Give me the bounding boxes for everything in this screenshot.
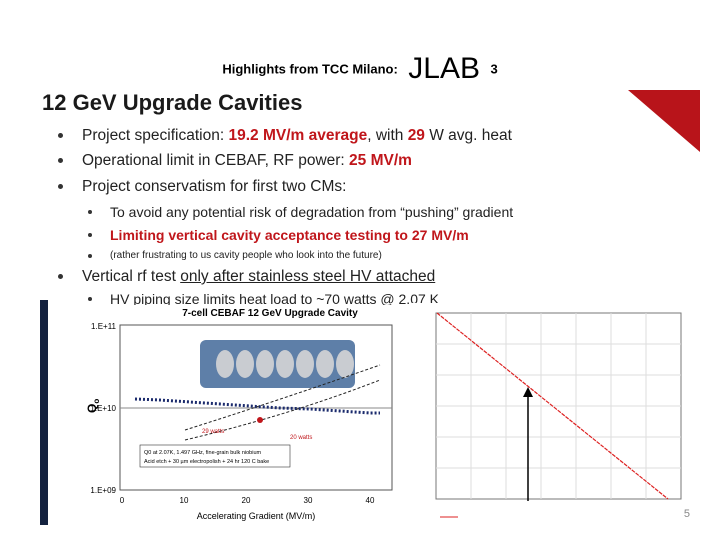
bullet: To avoid any potential risk of degradati… xyxy=(88,204,514,220)
page-number: 5 xyxy=(683,508,690,520)
bullet: Limiting vertical cavity acceptance test… xyxy=(88,227,469,243)
bullet: Vertical rf test only after stainless st… xyxy=(57,268,436,286)
bullet: Project conservatism for first two CMs: xyxy=(57,178,347,196)
heat-load-curve xyxy=(436,312,669,500)
header-logo: JLAB xyxy=(408,52,480,85)
cavity-cells xyxy=(216,350,354,378)
x-tick-label: 0 xyxy=(120,496,125,505)
bullet-dot xyxy=(88,253,92,258)
grid xyxy=(436,313,681,499)
corner-accent xyxy=(628,90,700,152)
bullet-text: only after stainless steel HV attached xyxy=(180,268,436,285)
x-tick-label: 30 xyxy=(304,496,313,505)
annotation: 29 watts xyxy=(202,429,224,435)
x-tick-label: 40 xyxy=(366,496,375,505)
bullet-text: (rather frustrating to us cavity people … xyxy=(110,250,382,261)
bullet-text: Operational limit in CEBAF, RF power: xyxy=(82,152,350,169)
figure-right xyxy=(410,303,690,527)
bullet-text: Limiting vertical cavity acceptance test… xyxy=(110,227,469,243)
bullet-text: To avoid any potential risk of degradati… xyxy=(110,204,514,220)
bullet-dot xyxy=(57,184,63,190)
bullet-dot xyxy=(88,296,92,301)
bullet-dot xyxy=(88,232,92,237)
y-label-main: Q xyxy=(85,404,99,413)
annotation: 20 watts xyxy=(290,435,312,441)
y-tick-label: 1.E+10 xyxy=(90,404,116,413)
note-line: Q0 at 2.07K, 1.497 GHz, fine-grain bulk … xyxy=(144,450,262,456)
bullet: Operational limit in CEBAF, RF power: 25… xyxy=(57,152,412,170)
note-line: Acid etch + 30 µm electropolish + 24 hr … xyxy=(144,459,269,465)
header-prefix: Highlights from TCC Milano: xyxy=(222,61,398,77)
bullet-text: HV piping size limits heat load to ~70 w… xyxy=(110,291,439,307)
bullet-text: Project conservatism for first two CMs: xyxy=(82,178,347,195)
bullet-text: 29 xyxy=(407,127,425,144)
iso-watt-curve xyxy=(184,379,381,441)
bullet-dot xyxy=(88,209,92,214)
arrowhead xyxy=(523,387,533,397)
bullet: Project specification: 19.2 MV/m average… xyxy=(57,127,512,145)
x-label: Accelerating Gradient (MV/m) xyxy=(197,511,316,521)
bullet-text: Vertical rf test xyxy=(82,268,181,285)
bullet-dot xyxy=(57,274,63,280)
bullet: HV piping size limits heat load to ~70 w… xyxy=(88,291,439,307)
iso-watt-curve xyxy=(184,364,381,431)
slide-title: 12 GeV Upgrade Cavities xyxy=(42,90,303,115)
q0-points xyxy=(134,397,380,415)
bullet-text: 25 MV/m xyxy=(349,152,412,169)
bullet-text: Project specification: xyxy=(82,127,229,144)
bullet-text: , with xyxy=(367,127,408,144)
bullet-text: W avg. heat xyxy=(424,127,512,144)
bullet: (rather frustrating to us cavity people … xyxy=(88,250,382,261)
bullet-dot xyxy=(57,158,63,164)
x-tick-label: 10 xyxy=(180,496,189,505)
y-label: Qo xyxy=(85,399,101,413)
left-bar xyxy=(40,300,48,525)
y-tick-label: 1.E+09 xyxy=(90,486,116,495)
bullet-dot xyxy=(57,133,63,139)
operating-point xyxy=(257,417,263,423)
x-tick-label: 20 xyxy=(242,496,251,505)
figure-left: 7-cell CEBAF 12 GeV Upgrade Cavity 1.E+1… xyxy=(80,305,415,527)
header: Highlights from TCC Milano: JLAB 3 xyxy=(0,52,720,86)
bullet-text: 19.2 MV/m average xyxy=(228,127,368,144)
y-tick-label: 1.E+11 xyxy=(91,322,117,331)
note-box xyxy=(139,444,291,468)
y-label-sub: o xyxy=(92,399,101,404)
header-number: 3 xyxy=(490,61,498,77)
figure-title: 7-cell CEBAF 12 GeV Upgrade Cavity xyxy=(182,308,358,319)
